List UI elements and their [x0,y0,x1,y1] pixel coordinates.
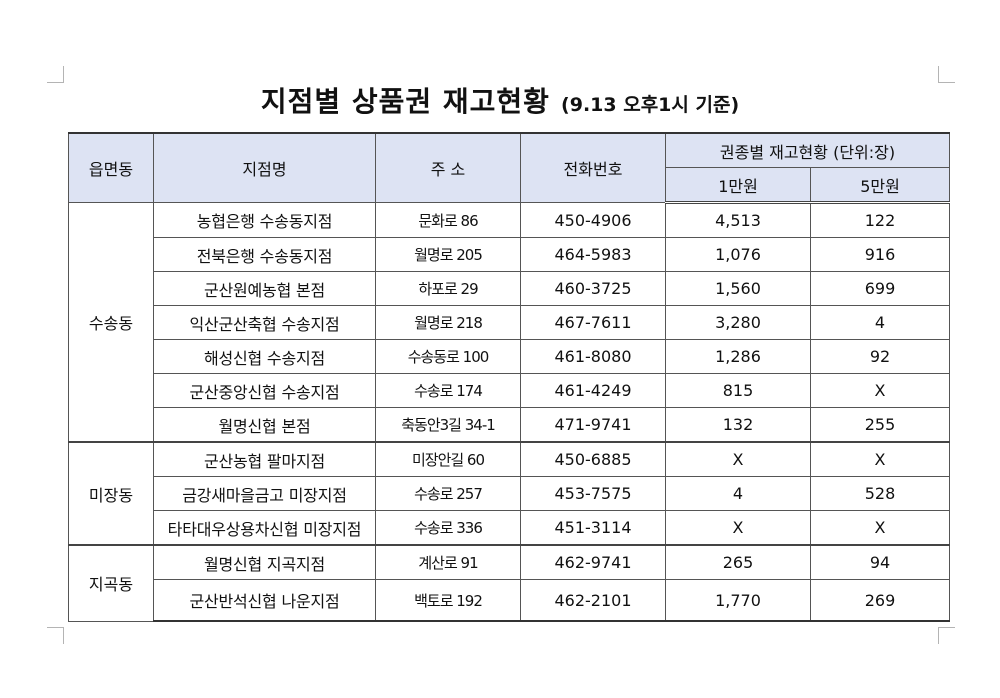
stock-10k-cell: 4 [665,476,811,511]
address-cell: 하포로 29 [375,271,521,306]
address-cell: 미장안길 60 [375,441,521,477]
stock-50k-cell: X [810,373,950,408]
phone-cell: 460-3725 [520,271,666,306]
stock-10k-cell: X [665,510,811,546]
branch-name-cell: 전북은행 수송동지점 [153,237,376,272]
branch-name-cell: 타타대우상용차신협 미장지점 [153,510,376,546]
phone-cell: 453-7575 [520,476,666,511]
table-row: 해성신협 수송지점 수송동로 100 461-8080 1,286 92 [69,339,950,374]
header-stock-group: 권종별 재고현황 (단위:장) [665,132,950,168]
stock-50k-cell: 94 [810,544,950,580]
stock-10k-cell: 3,280 [665,305,811,340]
table-row: 익산군산축협 수송지점 월명로 218 467-7611 3,280 4 [69,305,950,340]
stock-10k-cell: 1,076 [665,237,811,272]
district-cell: 지곡동 [68,544,154,622]
address-cell: 수송로 257 [375,476,521,511]
table-row: 금강새마을금고 미장지점 수송로 257 453-7575 4 528 [69,476,950,511]
branch-name-cell: 익산군산축협 수송지점 [153,305,376,340]
title-subtitle: (9.13 오후1시 기준) [561,94,740,116]
address-cell: 계산로 91 [375,544,521,580]
table-header: 읍면동 지점명 주 소 전화번호 권종별 재고현황 (단위:장) 1만원 5만원 [68,132,950,204]
phone-cell: 450-4906 [520,202,666,238]
district-cell: 미장동 [68,441,154,546]
address-cell: 월명로 218 [375,305,521,340]
branch-name-cell: 군산원예농협 본점 [153,271,376,306]
stock-10k-cell: 1,770 [665,579,811,622]
phone-cell: 467-7611 [520,305,666,340]
table-row: 지곡동 월명신협 지곡지점 계산로 91 462-9741 265 94 [68,544,950,622]
stock-50k-cell: 528 [810,476,950,511]
branch-name-cell: 군산반석신협 나운지점 [153,579,376,622]
title-main: 지점별 상품권 재고현황 [260,85,550,118]
stock-10k-cell: 265 [665,544,811,580]
stock-50k-cell: 916 [810,237,950,272]
table-row: 군산중앙신협 수송지점 수송로 174 461-4249 815 X [69,373,950,408]
crop-mark-bottom-left [47,627,64,644]
table-row: 미장동 군산농협 팔마지점 미장안길 60 450-6885 X X [68,441,950,546]
address-cell: 수송로 336 [375,510,521,546]
crop-mark-bottom-right [938,627,955,644]
stock-10k-cell: 1,286 [665,339,811,374]
table-body: 수송동 농협은행 수송동지점 문화로 86 450-4906 4,513 122 전북은행 … [68,202,950,622]
phone-cell: 450-6885 [520,441,666,477]
table-row: 월명신협 본점 축동안3길 34-1 471-9741 132 255 [69,407,950,443]
stock-50k-cell: 4 [810,305,950,340]
stock-50k-cell: X [810,510,950,546]
stock-50k-cell: 269 [810,579,950,622]
phone-cell: 461-8080 [520,339,666,374]
address-cell: 수송로 174 [375,373,521,408]
header-branch: 지점명 [153,132,376,203]
inventory-table: 읍면동 지점명 주 소 전화번호 권종별 재고현황 (단위:장) 1만원 5만원… [68,132,950,622]
header-stock-50k: 5만원 [810,167,950,204]
phone-cell: 461-4249 [520,373,666,408]
branch-name-cell: 해성신협 수송지점 [153,339,376,374]
stock-10k-cell: 1,560 [665,271,811,306]
branch-name-cell: 금강새마을금고 미장지점 [153,476,376,511]
branch-name-cell: 월명신협 지곡지점 [153,544,376,580]
table-row: 군산반석신협 나운지점 백토로 192 462-2101 1,770 269 [69,579,950,622]
address-cell: 월명로 205 [375,237,521,272]
stock-50k-cell: 92 [810,339,950,374]
address-cell: 수송동로 100 [375,339,521,374]
address-cell: 문화로 86 [375,202,521,238]
phone-cell: 462-9741 [520,544,666,580]
address-cell: 축동안3길 34-1 [375,407,521,443]
document-title: 지점별 상품권 재고현황 (9.13 오후1시 기준) [0,80,1000,120]
table-row: 타타대우상용차신협 미장지점 수송로 336 451-3114 X X [69,510,950,546]
stock-50k-cell: 122 [810,202,950,238]
stock-10k-cell: X [665,441,811,477]
header-stock-10k: 1만원 [665,167,811,204]
phone-cell: 451-3114 [520,510,666,546]
branch-name-cell: 군산농협 팔마지점 [153,441,376,477]
header-phone: 전화번호 [520,132,666,203]
crop-mark-top-right [938,66,955,83]
stock-50k-cell: 699 [810,271,950,306]
stock-10k-cell: 815 [665,373,811,408]
stock-50k-cell: X [810,441,950,477]
phone-cell: 462-2101 [520,579,666,622]
address-cell: 백토로 192 [375,579,521,622]
crop-mark-top-left [47,66,64,83]
header-district: 읍면동 [68,132,154,203]
stock-10k-cell: 4,513 [665,202,811,238]
branch-name-cell: 월명신협 본점 [153,407,376,443]
district-cell: 수송동 [68,202,154,443]
phone-cell: 471-9741 [520,407,666,443]
table-row: 군산원예농협 본점 하포로 29 460-3725 1,560 699 [69,271,950,306]
table-row: 수송동 농협은행 수송동지점 문화로 86 450-4906 4,513 122 [68,202,950,443]
branch-name-cell: 농협은행 수송동지점 [153,202,376,238]
table-row: 전북은행 수송동지점 월명로 205 464-5983 1,076 916 [69,237,950,272]
phone-cell: 464-5983 [520,237,666,272]
stock-50k-cell: 255 [810,407,950,443]
stock-10k-cell: 132 [665,407,811,443]
header-address: 주 소 [375,132,521,203]
branch-name-cell: 군산중앙신협 수송지점 [153,373,376,408]
